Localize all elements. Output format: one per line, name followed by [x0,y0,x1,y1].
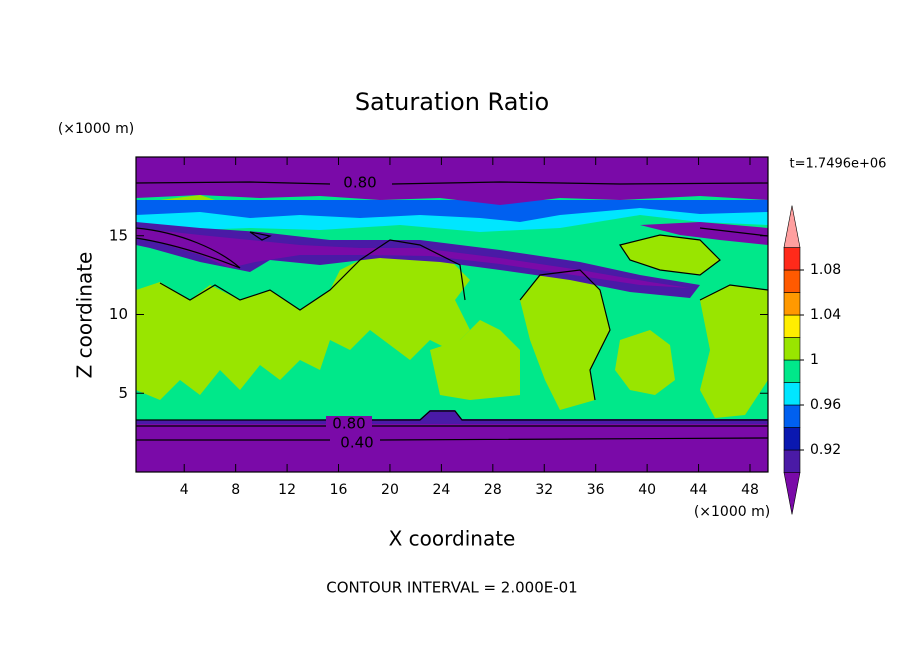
x-unit: (×1000 m) [694,504,770,520]
y-axis-label: Z coordinate [73,252,97,379]
field-region [640,222,768,245]
colorbar-box [783,449,801,473]
colorbar-box [783,269,801,293]
y-tick-label: 5 [118,384,128,402]
colorbar-tick-label: 1 [810,352,819,368]
y-unit: (×1000 m) [58,121,134,137]
time-label: t=1.7496e+06 [790,157,887,172]
field-region [136,157,768,205]
x-axis-label: X coordinate [389,527,516,551]
y-tick-label: 15 [109,226,128,244]
colorbar-box [783,427,801,451]
contour-lines [135,181,769,441]
x-tick-label: 12 [278,482,296,498]
x-tick-label: 36 [587,482,605,498]
field-region [136,240,470,400]
field-region [136,410,768,426]
contour-field [135,157,769,472]
colorbar-box [783,247,801,271]
label-bg [326,416,372,432]
x-tick-label: 28 [484,482,502,498]
contour-label: 0.80 [332,415,365,433]
x-tick-label: 4 [180,482,189,498]
colorbar-box [783,404,801,428]
colorbar-box [783,337,801,361]
label-bg [334,434,380,450]
x-tick-label: 48 [741,482,759,498]
colorbar-tick-label: 1.04 [810,307,841,323]
colorbar-tick-label: 1.08 [810,262,841,278]
x-tick-label: 32 [535,482,553,498]
colorbar-box [783,292,801,316]
x-tick-label: 16 [330,482,348,498]
colorbar-tick-label: 0.92 [810,442,841,458]
label-bg [336,174,384,190]
field-region [430,320,520,400]
field-region [136,228,690,288]
x-tick-label: 40 [638,482,656,498]
x-tick-label: 24 [432,482,450,498]
colorbar-box [783,359,801,383]
x-tick-label: 8 [231,482,240,498]
y-tick-label: 10 [109,305,128,323]
contour-label: 0.80 [343,174,376,192]
field-region [700,285,768,418]
field-region [520,270,610,410]
field-region [136,424,768,472]
field-region [136,222,700,298]
field-region [615,330,675,395]
chart-title: Saturation Ratio [355,88,549,116]
colorbar-arrow [783,472,801,515]
field-region [136,200,768,222]
colorbar-box [783,382,801,406]
x-tick-label: 20 [381,482,399,498]
colorbar-tick-label: 0.96 [810,397,841,413]
colorbar-arrow [783,205,801,248]
contour-label: 0.40 [340,434,373,452]
colorbar-box [783,314,801,338]
x-tick-label: 44 [690,482,708,498]
footer: CONTOUR INTERVAL = 2.000E-01 [326,579,577,597]
